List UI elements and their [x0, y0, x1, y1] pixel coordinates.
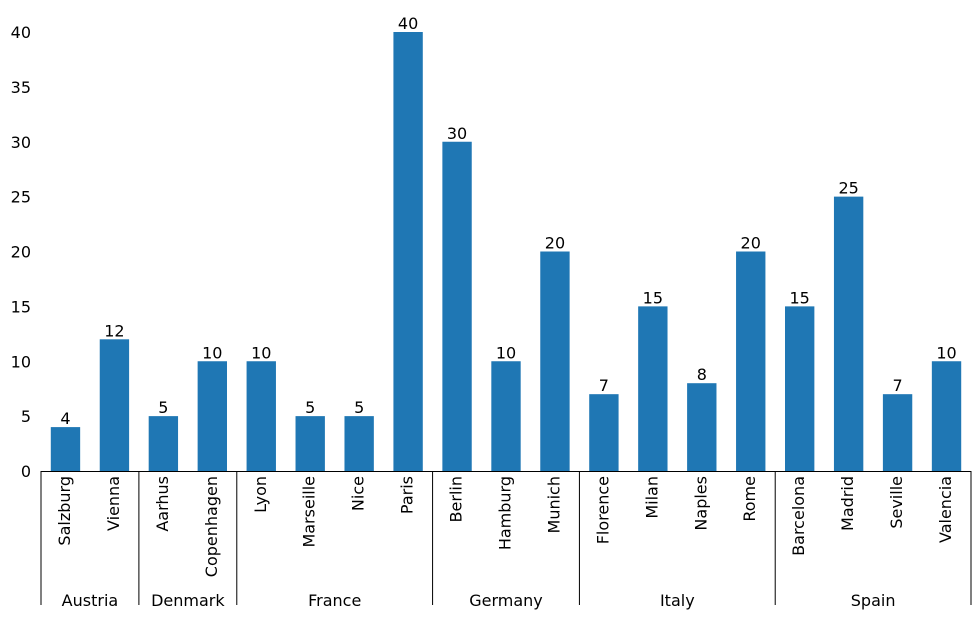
- bar-munich: [540, 251, 570, 471]
- y-tick-label: 40: [11, 23, 31, 42]
- x-tick-label: Nice: [349, 476, 368, 511]
- bar-value-label: 10: [936, 343, 956, 362]
- x-tick-label: Seville: [887, 476, 906, 529]
- x-tick-label: Florence: [593, 476, 612, 544]
- bar-value-label: 5: [354, 398, 364, 417]
- x-tick-label: Aarhus: [153, 476, 172, 532]
- x-tick-label: Vienna: [104, 476, 123, 531]
- x-tick-label: Paris: [398, 476, 417, 514]
- bar-value-label: 10: [496, 343, 516, 362]
- x-tick-label: Hamburg: [496, 476, 515, 550]
- x-tick-label: Milan: [642, 476, 661, 519]
- y-tick-label: 10: [11, 352, 31, 371]
- bar-value-label: 10: [251, 343, 271, 362]
- group-label: Italy: [660, 591, 695, 610]
- bar-salzburg: [50, 427, 81, 471]
- y-tick-label: 30: [11, 133, 31, 152]
- bar-aarhus: [148, 416, 179, 471]
- bar-berlin: [442, 141, 472, 471]
- x-tick-label: Valencia: [936, 476, 955, 543]
- y-tick-label: 20: [11, 243, 31, 262]
- group-label: Denmark: [151, 591, 225, 610]
- bar-barcelona: [785, 306, 815, 471]
- bar-value-label: 5: [158, 398, 168, 417]
- group-label: Germany: [469, 591, 543, 610]
- y-tick-label: 0: [21, 462, 31, 481]
- x-tick-label: Marseille: [300, 476, 319, 548]
- bar-value-label: 7: [892, 376, 902, 395]
- bar-value-label: 30: [447, 124, 467, 143]
- y-tick-label: 25: [11, 188, 31, 207]
- group-label: France: [308, 591, 361, 610]
- group-label: Spain: [851, 591, 896, 610]
- x-tick-label: Rome: [740, 476, 759, 522]
- bar-naples: [687, 383, 717, 471]
- bar-seville: [882, 394, 913, 471]
- x-tick-label: Salzburg: [55, 476, 74, 546]
- bar-value-label: 4: [60, 409, 70, 428]
- x-tick-label: Munich: [544, 476, 563, 533]
- bar-vienna: [99, 339, 130, 471]
- x-tick-label: Madrid: [838, 476, 857, 531]
- bar-value-label: 15: [790, 288, 810, 307]
- x-tick-label: Barcelona: [789, 476, 808, 556]
- bar-valencia: [931, 361, 962, 471]
- bar-value-label: 15: [643, 288, 663, 307]
- bar-marseille: [295, 416, 325, 471]
- bar-value-label: 25: [838, 179, 858, 198]
- bar-value-label: 5: [305, 398, 315, 417]
- bar-value-label: 20: [741, 234, 761, 253]
- x-tick-label: Lyon: [251, 476, 270, 513]
- y-tick-label: 35: [11, 78, 31, 97]
- bar-milan: [638, 306, 668, 471]
- x-tick-label: Berlin: [447, 476, 466, 522]
- bar-copenhagen: [197, 361, 227, 471]
- y-tick-label: 15: [11, 297, 31, 316]
- bar-value-label: 20: [545, 234, 565, 253]
- x-tick-label: Naples: [691, 476, 710, 531]
- bar-nice: [344, 416, 374, 471]
- bar-hamburg: [491, 361, 521, 471]
- bar-florence: [589, 394, 619, 471]
- bar-lyon: [246, 361, 276, 471]
- bar-value-label: 12: [104, 321, 124, 340]
- bar-rome: [736, 251, 766, 471]
- group-label: Austria: [62, 591, 119, 610]
- bar-value-label: 7: [599, 376, 609, 395]
- bar-value-label: 10: [202, 343, 222, 362]
- bar-value-label: 8: [697, 365, 707, 384]
- bar-madrid: [833, 196, 864, 471]
- x-tick-label: Copenhagen: [202, 476, 221, 577]
- bar-value-label: 40: [398, 14, 418, 33]
- y-tick-label: 5: [21, 407, 31, 426]
- bar-paris: [393, 32, 423, 471]
